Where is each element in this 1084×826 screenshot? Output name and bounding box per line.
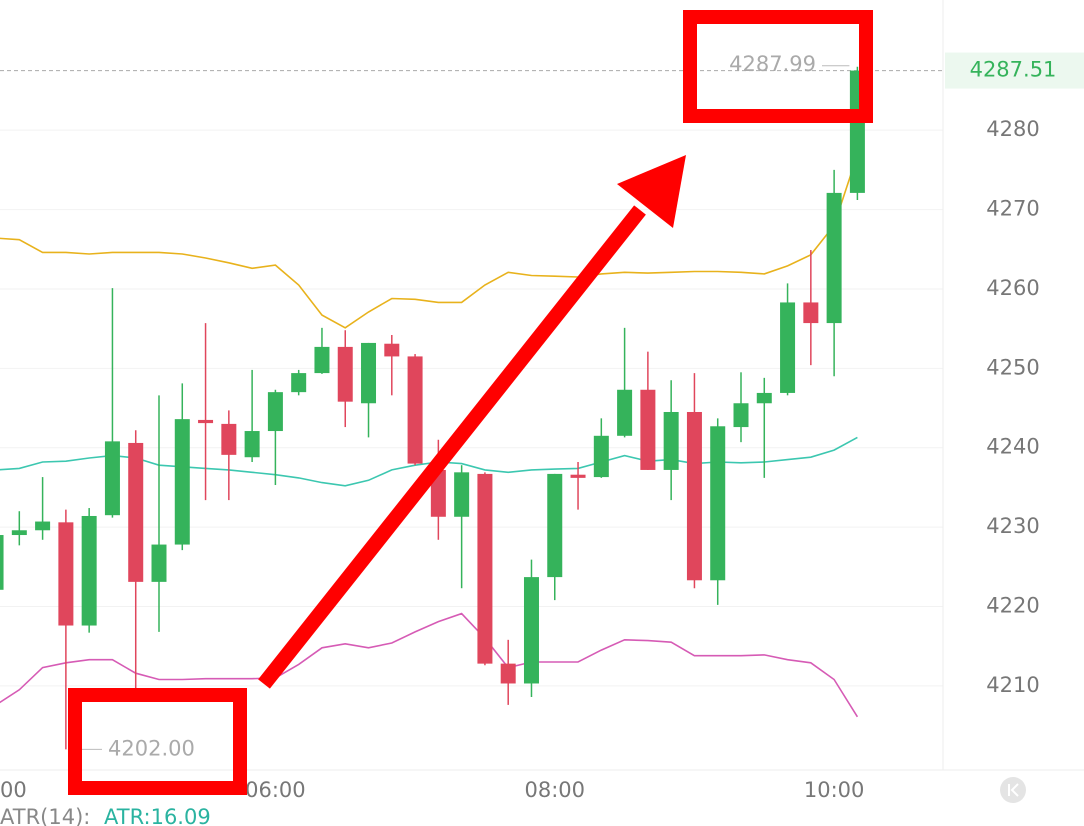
candle-body bbox=[81, 515, 97, 626]
x-tick-label: 08:00 bbox=[524, 778, 585, 802]
scroll-icon bbox=[1008, 783, 1019, 797]
y-tick-label: 4250 bbox=[986, 355, 1039, 379]
y-tick-label: 4230 bbox=[986, 514, 1039, 538]
indicator-value: ATR:16.09 bbox=[104, 805, 211, 826]
y-tick-label: 4260 bbox=[986, 276, 1039, 300]
highlight-box bbox=[68, 688, 247, 795]
arrow-head bbox=[617, 155, 686, 228]
candle-body bbox=[361, 342, 377, 404]
candle-body bbox=[0, 535, 4, 590]
candle-body bbox=[780, 302, 796, 393]
candle-body bbox=[454, 472, 470, 517]
axes: 4210 4220 4230 4240 4250 4260 4270 4280 00 06:00 0… bbox=[0, 52, 1084, 802]
y-tick-label: 4240 bbox=[986, 435, 1039, 459]
candle-body bbox=[11, 530, 27, 536]
candle-body bbox=[291, 373, 307, 393]
candle-body bbox=[430, 469, 446, 517]
candle-body bbox=[35, 521, 51, 531]
last-price-box bbox=[945, 52, 1084, 89]
candle-body bbox=[407, 356, 423, 464]
candle-body bbox=[826, 192, 842, 324]
candle-body bbox=[128, 442, 144, 582]
candle-body bbox=[500, 663, 516, 684]
candle-body bbox=[337, 346, 353, 402]
candle-body bbox=[640, 389, 656, 470]
candle-body bbox=[710, 426, 726, 581]
candle-body bbox=[686, 411, 702, 581]
y-tick-label: 4280 bbox=[986, 117, 1039, 141]
low-label: 4202.00 bbox=[108, 736, 195, 760]
candle-body bbox=[198, 419, 214, 424]
candle-body bbox=[267, 392, 283, 432]
highlight-overlay bbox=[68, 10, 873, 795]
x-tick-label: 10:00 bbox=[804, 778, 865, 802]
candle-body bbox=[593, 435, 609, 478]
candle-body bbox=[570, 474, 586, 478]
y-tick-label: 4210 bbox=[986, 673, 1039, 697]
y-tick-label: 4220 bbox=[986, 593, 1039, 617]
candle-body bbox=[221, 423, 237, 455]
candle-body bbox=[617, 389, 633, 436]
band-line bbox=[0, 154, 859, 329]
candle-body bbox=[384, 343, 400, 357]
grid bbox=[0, 70, 943, 687]
candle-body bbox=[58, 522, 74, 626]
plot-area bbox=[0, 65, 865, 750]
candle-body bbox=[523, 577, 539, 684]
y-tick-label: 4270 bbox=[986, 197, 1039, 221]
candle-body bbox=[244, 431, 260, 458]
candle-body bbox=[803, 302, 819, 324]
arrow-shaft bbox=[258, 205, 646, 689]
candle-body bbox=[547, 473, 563, 578]
x-tick-label: 00 bbox=[0, 778, 27, 802]
candle-body bbox=[663, 411, 679, 470]
band-line bbox=[0, 612, 859, 718]
candle-body bbox=[756, 392, 772, 404]
indicator-name: ATR(14): bbox=[0, 805, 90, 826]
high-label: 4287.99 bbox=[729, 52, 816, 76]
candle-body bbox=[151, 544, 167, 582]
candle-body bbox=[174, 419, 190, 545]
highlight-box bbox=[683, 10, 873, 123]
candle-body bbox=[733, 403, 749, 428]
last-price-label: 4287.51 bbox=[970, 58, 1057, 82]
candle-body bbox=[314, 346, 330, 374]
x-tick-label: 06:00 bbox=[245, 778, 306, 802]
candle-body bbox=[477, 473, 493, 664]
candle-body bbox=[104, 441, 120, 516]
